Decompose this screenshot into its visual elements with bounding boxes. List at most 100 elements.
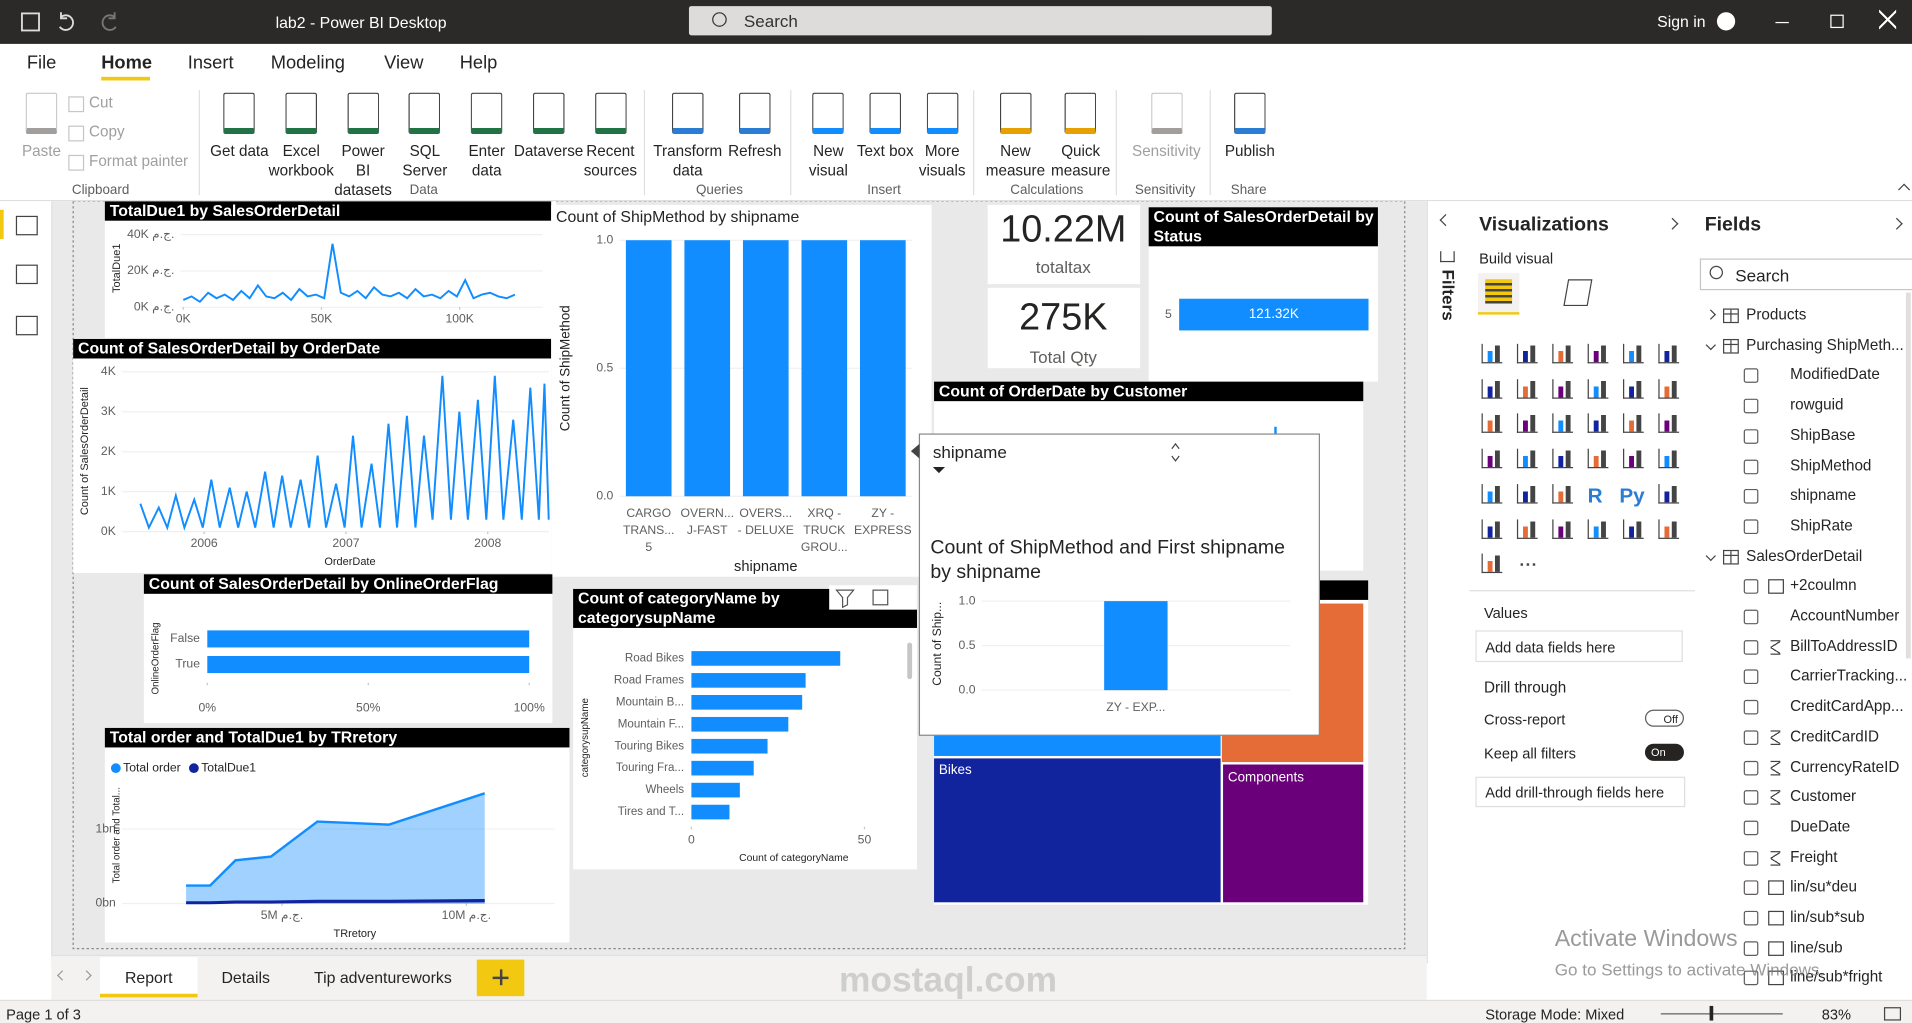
field-name[interactable]: lin/su*deu — [1790, 878, 1858, 896]
viz-type-icon[interactable] — [1587, 413, 1609, 434]
ribbon-button[interactable]: Transform data — [653, 88, 722, 181]
redo-icon[interactable] — [101, 12, 117, 31]
viz-type-icon[interactable] — [1481, 518, 1503, 539]
viz-type-icon[interactable]: Py — [1619, 484, 1645, 508]
toggle-on[interactable]: On — [1644, 743, 1684, 761]
field-checkbox[interactable] — [1743, 880, 1759, 896]
viz-type-icon[interactable] — [1481, 413, 1503, 434]
close[interactable] — [1879, 9, 1897, 30]
menu-item[interactable]: View — [384, 52, 424, 74]
ribbon-button[interactable]: New visual — [800, 88, 857, 181]
page-tab[interactable]: Details — [221, 968, 270, 987]
ribbon-small-button[interactable]: Copy — [89, 123, 125, 141]
viz-type-icon[interactable] — [1481, 483, 1503, 504]
ribbon-small-button[interactable]: Cut — [89, 93, 113, 111]
viz-type-icon[interactable] — [1587, 343, 1609, 364]
field-checkbox[interactable] — [1743, 368, 1759, 384]
field-checkbox[interactable] — [1743, 489, 1759, 504]
viz-type-icon[interactable] — [1481, 553, 1503, 574]
sign-in[interactable]: Sign in — [1657, 12, 1706, 31]
viz-type-icon[interactable] — [1552, 448, 1574, 469]
more-visuals-dot[interactable] — [1520, 563, 1524, 566]
viz-type-icon[interactable] — [1552, 518, 1574, 539]
ribbon-button[interactable]: Recent sources — [580, 88, 641, 200]
field-name[interactable]: line/sub — [1790, 938, 1843, 956]
menu-item[interactable]: Insert — [187, 52, 234, 74]
field-checkbox[interactable] — [1743, 459, 1759, 474]
menu-item[interactable]: Help — [459, 52, 498, 74]
ribbon-button[interactable]: Quick measure — [1048, 88, 1113, 181]
field-name[interactable]: lin/sub*sub — [1790, 908, 1865, 926]
ribbon-small-button[interactable]: Format painter — [89, 152, 189, 170]
viz-type-icon[interactable] — [1623, 378, 1644, 399]
viz-type-icon[interactable] — [1658, 343, 1680, 364]
viz-type-icon[interactable] — [1552, 483, 1574, 504]
field-name[interactable]: AccountNumber — [1790, 607, 1900, 625]
field-checkbox[interactable] — [1743, 428, 1759, 444]
viz-type-icon[interactable] — [1623, 448, 1644, 469]
viz-type-icon[interactable] — [1552, 378, 1574, 399]
field-checkbox[interactable] — [1743, 639, 1759, 655]
page-tab[interactable]: Tip adventureworks — [314, 968, 452, 987]
viz-type-icon[interactable]: R — [1587, 484, 1603, 508]
table-name[interactable]: Products — [1746, 306, 1807, 324]
viz-type-icon[interactable] — [1516, 378, 1538, 399]
viz-type-icon[interactable] — [1481, 378, 1503, 399]
field-checkbox[interactable] — [1743, 519, 1759, 534]
field-checkbox[interactable] — [1743, 910, 1759, 926]
field-name[interactable]: CarrierTracking... — [1790, 667, 1908, 685]
well[interactable]: Add data fields here — [1475, 630, 1683, 663]
viz-type-icon[interactable] — [1587, 448, 1609, 469]
field-name[interactable]: ShipMethod — [1790, 456, 1872, 474]
viz-type-icon[interactable] — [1658, 413, 1680, 434]
fit-page[interactable] — [1883, 1007, 1902, 1021]
ribbon-button[interactable]: Enter data — [456, 88, 517, 200]
viz-type-icon[interactable] — [1587, 378, 1609, 399]
format-visual-icon[interactable] — [1563, 279, 1593, 307]
ribbon-button[interactable]: More visuals — [914, 88, 971, 181]
field-checkbox[interactable] — [1743, 398, 1759, 414]
ribbon-button[interactable]: New measure — [983, 88, 1048, 181]
more-visuals-dot[interactable] — [1532, 563, 1536, 566]
field-name[interactable]: BillToAddressID — [1790, 637, 1898, 655]
ribbon-button[interactable]: Power BI datasets — [333, 88, 394, 200]
ribbon-button[interactable]: Text box — [857, 88, 914, 181]
viz-type-icon[interactable] — [1516, 483, 1538, 504]
field-checkbox[interactable] — [1743, 579, 1759, 595]
undo-icon[interactable] — [59, 12, 74, 31]
nav-icon[interactable] — [15, 264, 38, 285]
more-visuals-dot[interactable] — [1526, 563, 1530, 566]
viz-type-icon[interactable] — [1552, 343, 1574, 364]
field-name[interactable]: Freight — [1790, 848, 1838, 866]
viz-type-icon[interactable] — [1623, 343, 1644, 364]
field-checkbox[interactable] — [1743, 940, 1759, 956]
viz-type-icon[interactable] — [1552, 413, 1574, 434]
viz-type-icon[interactable] — [1587, 518, 1609, 539]
save-icon[interactable] — [21, 12, 40, 32]
field-checkbox[interactable] — [1743, 609, 1759, 625]
field-checkbox[interactable] — [1743, 820, 1759, 836]
field-name[interactable]: ModifiedDate — [1790, 366, 1880, 384]
ribbon-button[interactable]: Sensitivity — [1132, 88, 1201, 161]
viz-type-icon[interactable] — [1516, 413, 1538, 434]
viz-type-icon[interactable] — [1623, 518, 1644, 539]
viz-type-icon[interactable] — [1516, 518, 1538, 539]
ribbon-button[interactable]: Paste — [7, 88, 75, 161]
field-name[interactable]: rowguid — [1790, 396, 1844, 414]
menu-item[interactable]: Modeling — [270, 52, 345, 74]
field-name[interactable]: CreditCardApp... — [1790, 697, 1904, 715]
zoom-slider[interactable] — [1660, 1013, 1783, 1015]
menu-item[interactable]: File — [26, 52, 57, 74]
field-name[interactable]: ShipBase — [1790, 426, 1856, 444]
ribbon-button[interactable]: Refresh — [722, 88, 788, 181]
field-checkbox[interactable] — [1743, 971, 1759, 986]
viz-type-icon[interactable] — [1481, 448, 1503, 469]
ribbon-button[interactable]: Dataverse — [514, 88, 583, 200]
field-checkbox[interactable] — [1743, 850, 1759, 866]
field-checkbox[interactable] — [1743, 669, 1759, 685]
field-checkbox[interactable] — [1743, 699, 1759, 715]
ribbon-button[interactable]: Excel workbook — [269, 88, 334, 200]
table-name[interactable]: Purchasing ShipMeth... — [1746, 336, 1904, 354]
nav-icon-active[interactable] — [15, 215, 38, 236]
viz-type-icon[interactable] — [1516, 448, 1538, 469]
